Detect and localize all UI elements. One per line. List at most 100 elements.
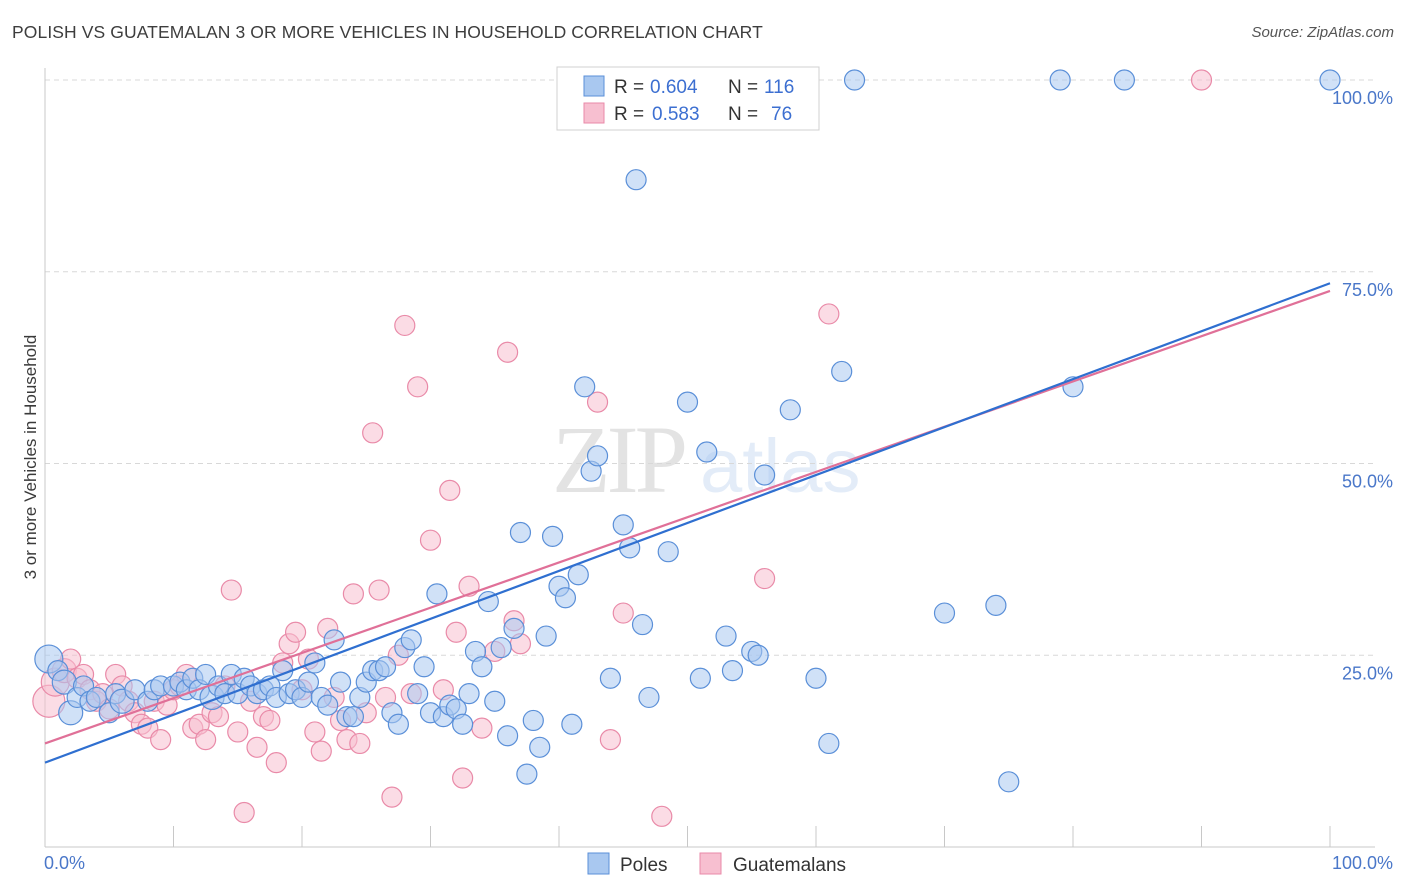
poles-point (490, 636, 512, 659)
poles-point (696, 441, 718, 463)
poles-point (599, 667, 622, 689)
trend-lines (44, 282, 1331, 764)
guatemalans-point (753, 567, 776, 590)
poles-point (484, 690, 506, 712)
poles-point (509, 521, 532, 544)
poles-point (329, 671, 352, 693)
legend-r-value-poles: 0.604 (650, 77, 698, 98)
x-tick-label-min: 0.0% (44, 853, 85, 873)
guatemalans-point (419, 529, 442, 551)
poles-point (625, 169, 647, 191)
y-tick-label: 75.0% (1342, 280, 1393, 300)
guatemalans-point (362, 422, 384, 444)
poles-point (721, 659, 744, 682)
guatemalans-point (304, 721, 326, 743)
poles-point (497, 725, 519, 747)
legend-r-value-guatemalans: 0.583 (652, 104, 700, 125)
guatemalans-point (651, 805, 673, 827)
legend-r-label-guatemalans: R = (614, 104, 644, 125)
poles-point (831, 360, 853, 383)
guatemalans-point (342, 583, 364, 605)
legend-n-label-guatemalans: N = (728, 104, 758, 125)
poles-point (1319, 69, 1341, 91)
legend-swatch-poles (583, 75, 605, 97)
guatemalans-point (439, 479, 461, 501)
legend-n-value-guatemalans: 76 (771, 104, 792, 125)
poles-point (985, 594, 1007, 616)
poles-point (818, 732, 840, 755)
poles-point (342, 706, 364, 728)
guatemalans-point (220, 579, 242, 601)
guatemalans-point (407, 376, 429, 398)
poles-point (522, 709, 544, 732)
guatemalans-point (599, 729, 622, 751)
poles-point (805, 667, 827, 689)
legend-n-label-poles: N = (728, 77, 758, 98)
poles-point (471, 656, 493, 678)
poles-point (715, 625, 737, 647)
guatemalans-point (818, 303, 840, 325)
poles-point (843, 69, 866, 91)
poles-point (567, 564, 589, 586)
stats-legend: R = 0.604 N = 116 R = 0.583 N = 76 (556, 66, 820, 131)
guatemalans-point (195, 729, 217, 751)
guatemalans-point (612, 602, 634, 624)
poles-point (503, 617, 525, 640)
y-tick-label: 50.0% (1342, 472, 1393, 492)
guatemalans-point (349, 732, 371, 755)
guatemalans-point (368, 579, 390, 601)
legend-r-label-poles: R = (614, 77, 644, 98)
chart-title: POLISH VS GUATEMALAN 3 OR MORE VEHICLES … (12, 22, 763, 42)
poles-point (631, 613, 654, 636)
guatemalans-point (150, 729, 172, 751)
bottom-legend-poles: Poles (620, 855, 668, 876)
poles-trend-line (44, 282, 1331, 764)
poles-point (753, 464, 776, 486)
poles-point (1049, 69, 1071, 91)
guatemalans-point (227, 721, 249, 743)
source-credit: Source: ZipAtlas.com (1251, 24, 1394, 41)
poles-point (1113, 69, 1136, 91)
poles-point (574, 376, 596, 398)
guatemalans-point (1190, 69, 1213, 91)
poles-point (297, 671, 320, 693)
guatemalans-point (471, 717, 493, 739)
legend-swatch-guatemalans (583, 102, 605, 124)
guatemalans-point (394, 314, 416, 337)
legend-n-value-poles: 116 (764, 77, 794, 98)
poles-point (458, 682, 480, 705)
poles-point (747, 644, 769, 666)
guatemalans-trend-line (44, 289, 1331, 745)
poles-point (426, 583, 448, 605)
poles-point (387, 713, 409, 735)
poles-point (529, 736, 551, 758)
poles-point (317, 694, 339, 716)
poles-point (676, 391, 699, 413)
poles-point (689, 667, 711, 689)
poles-point (554, 587, 577, 609)
poles-point (657, 541, 679, 563)
poles-point (535, 625, 557, 647)
poles-point (323, 629, 345, 651)
guatemalans-point (246, 736, 268, 758)
poles-point (374, 656, 397, 678)
guatemalans-point (445, 621, 467, 643)
poles-point (407, 682, 429, 705)
guatemalans-point (265, 752, 287, 774)
bottom-swatch-poles (587, 852, 610, 875)
y-tick-label: 100.0% (1332, 88, 1393, 108)
y-tick-label: 25.0% (1342, 663, 1393, 683)
guatemalans-point (284, 621, 307, 643)
poles-point (612, 514, 634, 536)
gridlines (45, 79, 1375, 656)
poles-point (452, 713, 474, 735)
guatemalans-point (497, 341, 519, 363)
guatemalans-point (381, 786, 403, 808)
bottom-legend-guatemalans: Guatemalans (733, 855, 846, 876)
guatemalans-point (452, 767, 474, 789)
poles-point (933, 602, 956, 624)
guatemalans-point (233, 801, 255, 824)
poles-point (998, 771, 1020, 793)
watermark-zip: ZIP (552, 406, 685, 513)
